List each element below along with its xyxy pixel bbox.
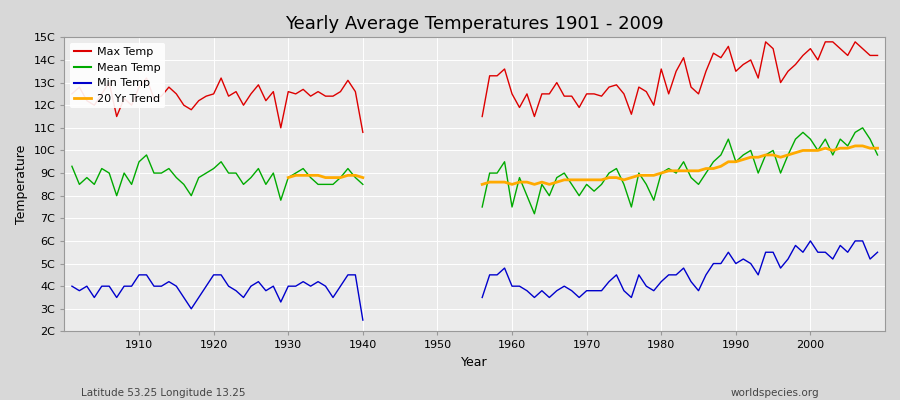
X-axis label: Year: Year xyxy=(462,356,488,369)
Text: worldspecies.org: worldspecies.org xyxy=(731,388,819,398)
Text: Latitude 53.25 Longitude 13.25: Latitude 53.25 Longitude 13.25 xyxy=(81,388,246,398)
Title: Yearly Average Temperatures 1901 - 2009: Yearly Average Temperatures 1901 - 2009 xyxy=(285,15,664,33)
Legend: Max Temp, Mean Temp, Min Temp, 20 Yr Trend: Max Temp, Mean Temp, Min Temp, 20 Yr Tre… xyxy=(70,43,165,108)
Y-axis label: Temperature: Temperature xyxy=(15,145,28,224)
